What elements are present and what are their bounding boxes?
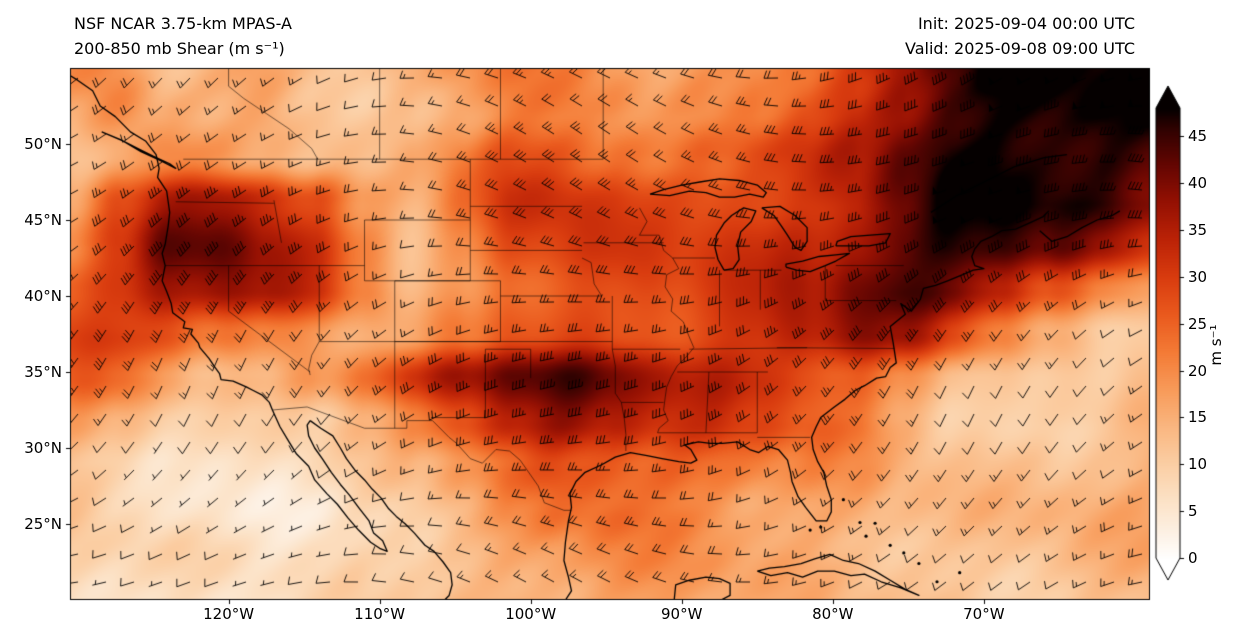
init-time: Init: 2025-09-04 00:00 UTC xyxy=(917,14,1135,33)
valid-time: Valid: 2025-09-08 09:00 UTC xyxy=(904,39,1135,58)
colorbar-tick-label: 5 xyxy=(1188,502,1198,521)
model-title: NSF NCAR 3.75-km MPAS-A xyxy=(74,14,292,33)
y-axis-tick-label: 50°N xyxy=(24,135,62,153)
colorbar-tick-label: 0 xyxy=(1188,549,1198,567)
y-axis-tick-label: 25°N xyxy=(24,515,62,533)
x-axis-tick-label: 70°W xyxy=(963,605,1005,623)
colorbar-tick-label: 30 xyxy=(1188,267,1208,286)
y-axis-tick-label: 30°N xyxy=(24,439,62,457)
colorbar-unit-label: m s⁻¹ xyxy=(1207,324,1225,366)
title-block: NSF NCAR 3.75-km MPAS-A 200-850 mb Shear… xyxy=(74,11,292,61)
colorbar-tick-label: 25 xyxy=(1188,314,1208,333)
colorbar-tick-label: 40 xyxy=(1188,174,1208,192)
colorbar-tick-label: 35 xyxy=(1188,220,1208,239)
colorbar-tick-label: 45 xyxy=(1188,127,1208,146)
field-title: 200-850 mb Shear (m s⁻¹) xyxy=(74,39,285,58)
colorbar-tick-label: 20 xyxy=(1188,361,1208,380)
colorbar-tick-label: 10 xyxy=(1188,455,1208,474)
y-axis-tick-label: 40°N xyxy=(24,287,62,305)
x-axis-tick-label: 100°W xyxy=(505,605,557,623)
time-block: Init: 2025-09-04 00:00 UTC Valid: 2025-0… xyxy=(905,11,1135,61)
x-axis-tick-label: 90°W xyxy=(661,605,703,623)
colorbar-tick-label: 15 xyxy=(1188,408,1208,427)
x-axis-tick-label: 120°W xyxy=(203,605,255,623)
y-axis-tick-label: 35°N xyxy=(24,363,62,381)
x-axis-tick-label: 110°W xyxy=(354,605,406,623)
x-axis-tick-label: 80°W xyxy=(812,605,854,623)
y-axis-tick-label: 45°N xyxy=(24,211,62,229)
